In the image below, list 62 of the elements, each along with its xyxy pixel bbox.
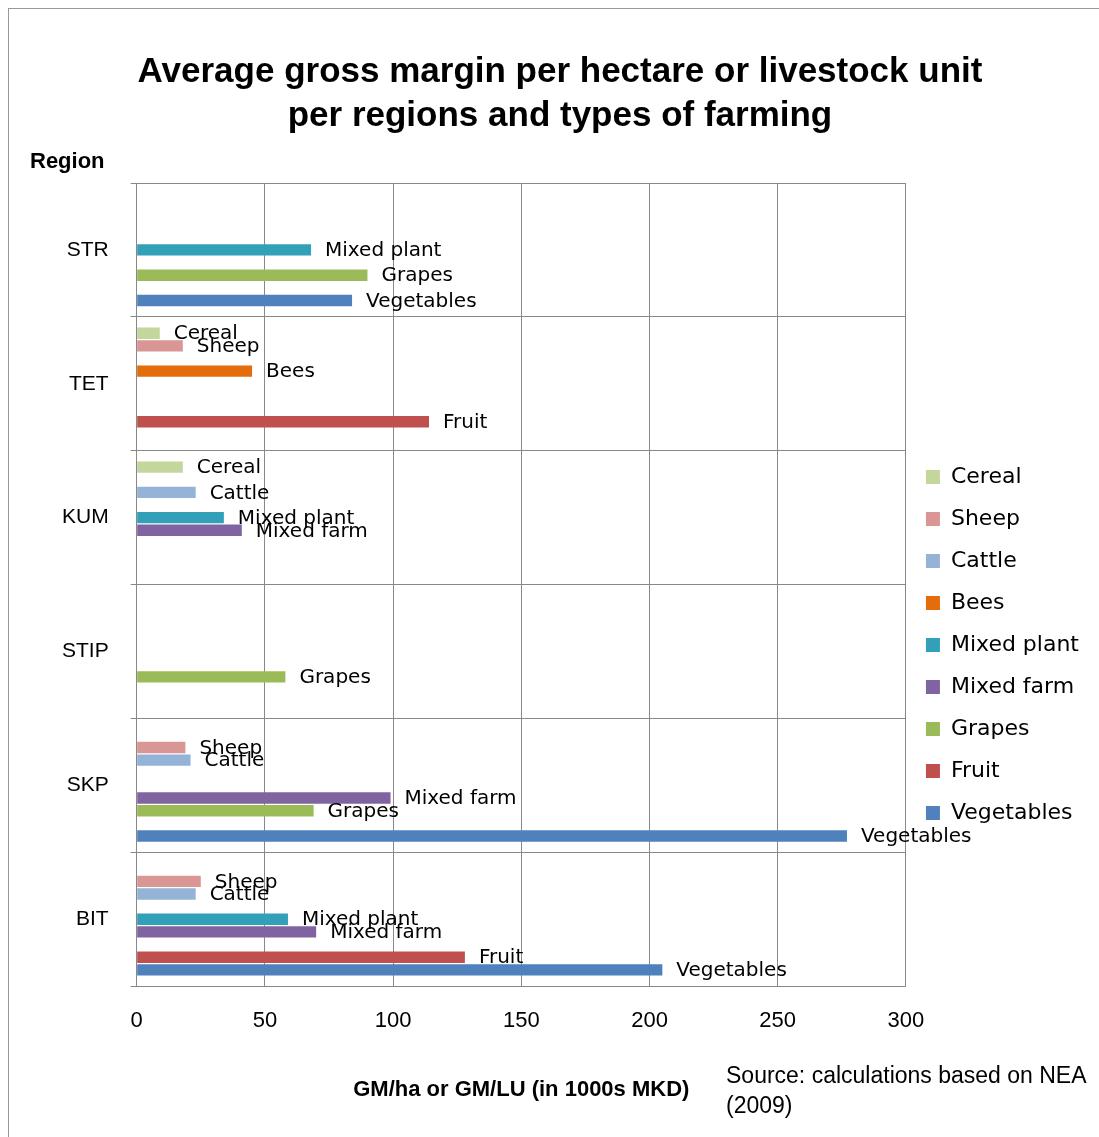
text: Mixed farm	[404, 785, 517, 810]
legend-label: Vegetables	[950, 798, 1073, 824]
text: Vegetables	[860, 823, 972, 848]
bar	[137, 244, 312, 256]
legend-label: Sheep	[950, 504, 1020, 530]
bar	[137, 269, 368, 281]
y-tick-label: STR	[66, 236, 109, 260]
bar	[137, 754, 191, 766]
x-tick-label: 150	[502, 1007, 540, 1033]
text: Fruit	[443, 408, 488, 433]
text: Cattle	[209, 479, 270, 504]
x-tick-label: 300	[887, 1007, 925, 1033]
bar	[137, 340, 183, 352]
chart-title: Average gross margin per hectare or livestock unit per regions and types of farming	[136, 49, 984, 135]
legend-label: Fruit	[950, 756, 1001, 782]
x-axis-title: GM/ha or GM/LU (in 1000s MKD)	[353, 1075, 690, 1101]
source-note: Source: calculations based on NEA (2009)	[726, 1061, 1087, 1120]
x-tick-label: 100	[374, 1007, 412, 1033]
text: Vegetables	[366, 287, 477, 312]
x-tick-label: 250	[759, 1007, 797, 1033]
text: Fruit	[478, 944, 524, 969]
bar	[137, 511, 224, 524]
y-tick-label: TET	[69, 370, 109, 394]
y-tick-label: SKP	[66, 772, 109, 796]
bar	[137, 741, 186, 754]
legend-label: Mixed farm	[950, 672, 1075, 698]
bar	[137, 805, 314, 817]
bar	[137, 913, 288, 925]
text: Grapes	[299, 664, 371, 689]
bar	[137, 888, 196, 900]
text: Bees	[266, 358, 315, 383]
y-axis-title: Region	[30, 148, 105, 174]
legend-label: Mixed plant	[950, 630, 1080, 656]
bar	[137, 926, 317, 938]
bar	[137, 964, 663, 976]
y-tick-label: BIT	[76, 906, 109, 930]
bar	[137, 875, 201, 888]
text: Cereal	[196, 454, 261, 479]
text: Grapes	[327, 797, 400, 822]
legend-label: Grapes	[950, 714, 1030, 740]
bar	[137, 486, 196, 499]
text: Vegetables	[676, 957, 787, 982]
bar	[137, 365, 253, 377]
x-tick-label: 0	[130, 1007, 143, 1033]
legend-label: Cereal	[950, 462, 1022, 488]
text: Mixed plant	[325, 237, 442, 262]
bar	[137, 671, 286, 683]
x-tick-label: 200	[631, 1007, 668, 1033]
bar	[137, 792, 391, 804]
y-tick-label: STIP	[61, 638, 109, 662]
y-tick-label: KUM	[62, 504, 109, 528]
bar	[137, 524, 242, 536]
legend-label: Bees	[950, 588, 1005, 614]
x-tick-label: 50	[252, 1007, 278, 1033]
bar	[137, 327, 160, 339]
bar	[137, 830, 847, 842]
bar	[137, 416, 429, 428]
bar	[137, 294, 353, 307]
bar	[137, 461, 183, 473]
bar	[137, 951, 465, 963]
text: Grapes	[381, 262, 453, 287]
legend-label: Cattle	[950, 546, 1017, 572]
